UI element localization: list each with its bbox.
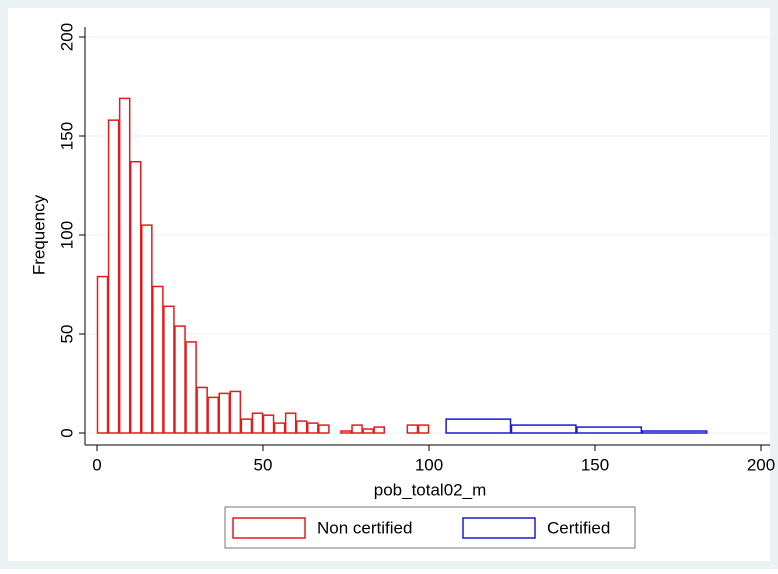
bar xyxy=(196,386,208,434)
bar xyxy=(207,396,219,434)
bar xyxy=(262,414,275,434)
bar xyxy=(340,430,352,434)
x-tick-label: 0 xyxy=(92,455,101,474)
bar xyxy=(163,305,175,434)
bar xyxy=(96,275,109,434)
bar xyxy=(351,424,363,434)
legend-swatch xyxy=(232,517,306,539)
x-tick-label: 50 xyxy=(254,455,273,474)
x-axis-title: pob_total02_m xyxy=(374,480,486,499)
bar xyxy=(152,285,164,434)
bar xyxy=(307,422,319,434)
bar xyxy=(174,325,186,434)
x-tick-label: 100 xyxy=(415,455,443,474)
x-tick-label: 150 xyxy=(581,455,609,474)
bar xyxy=(251,412,264,434)
bar xyxy=(229,390,242,434)
y-axis-title: Frequency xyxy=(29,194,48,275)
bar xyxy=(576,426,643,434)
bar xyxy=(641,430,708,434)
bar xyxy=(406,424,419,434)
bar xyxy=(362,428,374,434)
y-tick-label: 100 xyxy=(57,221,76,249)
legend-label: Non certified xyxy=(317,518,412,537)
bar xyxy=(185,341,197,434)
y-tick-label: 0 xyxy=(57,428,76,437)
y-tick-label: 150 xyxy=(57,122,76,150)
bar xyxy=(295,420,308,434)
bar xyxy=(373,426,385,434)
bar xyxy=(129,160,142,434)
bar xyxy=(118,97,131,434)
bar xyxy=(107,119,120,434)
legend-swatch xyxy=(462,517,536,539)
y-tick-label: 50 xyxy=(57,325,76,344)
bar xyxy=(284,412,297,434)
y-tick-label: 200 xyxy=(57,23,76,51)
bar xyxy=(318,424,330,434)
bar xyxy=(510,424,577,434)
bar xyxy=(445,418,512,434)
bar xyxy=(273,422,286,434)
bar xyxy=(240,418,253,434)
legend-label: Certified xyxy=(547,518,610,537)
bar xyxy=(218,392,231,434)
bar xyxy=(417,424,430,434)
x-tick-label: 200 xyxy=(747,455,775,474)
bar xyxy=(141,224,153,434)
